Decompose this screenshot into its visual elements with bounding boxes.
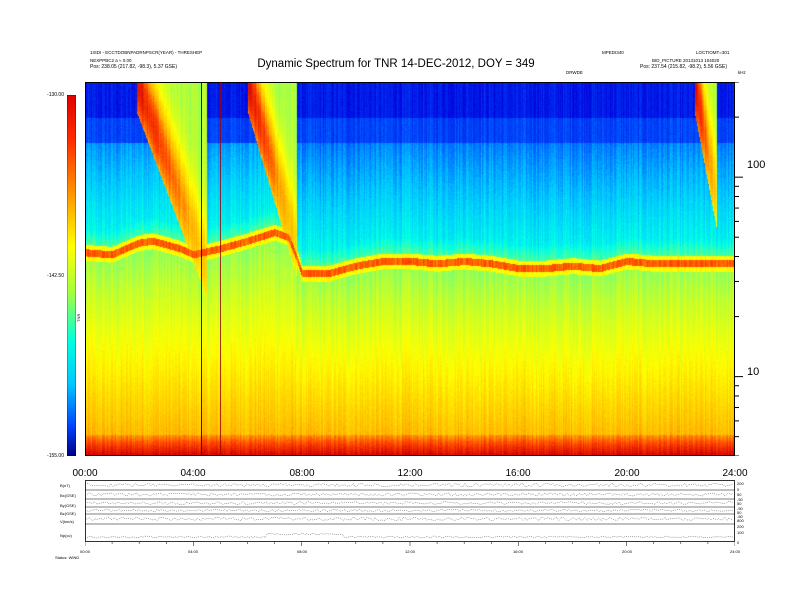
- panel-right-3-bot: -50: [737, 514, 743, 519]
- header-small-unit: kHz: [738, 70, 746, 75]
- header-small-mid: DRWDE: [566, 70, 583, 75]
- panel-right-2-top: 50: [737, 501, 742, 506]
- x-tick-3: 12:00: [397, 468, 423, 479]
- header-left-line2: NEXPPBC2 a ≈ 0.00: [90, 58, 132, 63]
- panel-right-1-top: 50: [737, 492, 742, 497]
- x-tick-4: 16:00: [505, 468, 531, 479]
- panel-tick-1: 04:00: [187, 549, 198, 554]
- panel-series-line: [85, 482, 734, 488]
- panel-right-0-bot: 0: [737, 487, 740, 492]
- panel-right-2-bot: -50: [737, 506, 743, 511]
- header-right-line1: MPEDI340: [602, 50, 624, 55]
- spectrum-frame: [85, 82, 735, 456]
- panel-series-line: [85, 501, 734, 505]
- y-tick-100: 100: [747, 159, 766, 171]
- header-right-line2: LOCTIOMT=301: [696, 50, 730, 55]
- panel-tick-4: 16:00: [512, 549, 523, 554]
- x-tick-2: 08:00: [289, 468, 315, 479]
- dynamic-spectrum-heatmap: [85, 82, 735, 456]
- panel-series-line: [85, 517, 734, 522]
- y-tick-10: 10: [747, 366, 760, 378]
- panel-tick-0: 00:00: [79, 549, 90, 554]
- panel-series-line: [85, 509, 734, 512]
- panel-frame: [85, 480, 735, 542]
- x-tick-1: 04:00: [180, 468, 206, 479]
- x-tick-6: 24:00: [722, 468, 748, 479]
- panel-tick-3: 12:00: [404, 549, 415, 554]
- panel-tick-2: 08:00: [296, 549, 307, 554]
- panel-label-2: By(GSE): [60, 503, 76, 508]
- panel-footer: Status: WIND: [55, 555, 80, 560]
- panel-series-line: [85, 492, 734, 497]
- x-tick-5: 20:00: [614, 468, 640, 479]
- panel-label-1: Bx(GSE): [60, 493, 76, 498]
- x-tick-0: 00:00: [72, 468, 98, 479]
- panel-right-4-top: 800: [737, 518, 744, 523]
- panel-right-5-top: 100: [737, 530, 744, 535]
- colorbar-tick-bottom: -155.00: [47, 453, 64, 459]
- solar-wind-panel: [85, 480, 735, 546]
- colorbar-label: TNR: [76, 313, 81, 322]
- colorbar-tick-mid: -142.50: [47, 273, 64, 279]
- panel-tick-5: 20:00: [621, 549, 632, 554]
- chart-title: Dynamic Spectrum for TNR 14-DEC-2012, DO…: [257, 58, 535, 70]
- panel-right-5-bot: 0: [737, 540, 740, 545]
- panel-right-0-top: 200: [737, 481, 744, 486]
- panel-tick-6: 24:00: [729, 549, 740, 554]
- header-right-line3: BID_PICTURE 20131013 104020: [652, 58, 720, 63]
- colorbar-tick-top: -130.00: [47, 92, 64, 98]
- header-right-pos: Pos: 237.54 (215.82, -98.2), 5.56 GSE): [640, 64, 727, 70]
- panel-label-4: V(km/s): [60, 519, 74, 524]
- right-axis: [735, 82, 743, 456]
- panel-right-3-top: 50: [737, 510, 742, 515]
- panel-series-line: [85, 532, 734, 539]
- panel-right-1-bot: -50: [737, 497, 743, 502]
- panel-label-5: Np(cc): [60, 533, 72, 538]
- header-left-pos: Pos: 238.05 (217.82, -98.3), 5.37 GSE): [90, 64, 177, 70]
- panel-label-3: Bz(GSE): [60, 511, 76, 516]
- panel-label-0: B(nT): [60, 483, 70, 488]
- panel-right-4-bot: 200: [737, 524, 744, 529]
- header-left-line1: 1ISDI - ECCTDOBNPADRNPSCR(YEAR) - THRESH…: [90, 50, 203, 55]
- colorbar: [67, 95, 76, 456]
